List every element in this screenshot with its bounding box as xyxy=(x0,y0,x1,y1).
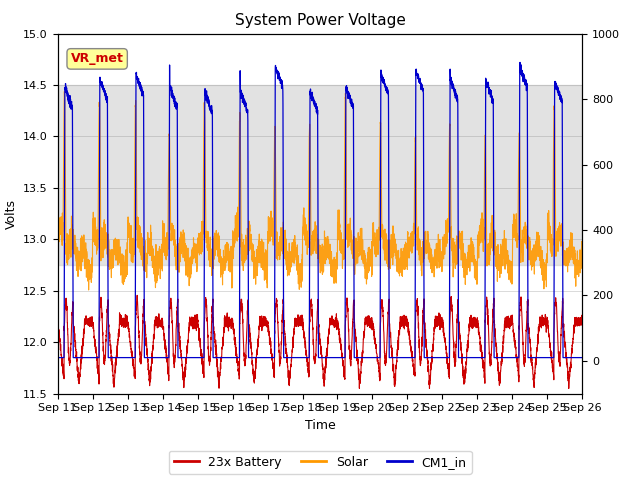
Legend: 23x Battery, Solar, CM1_in: 23x Battery, Solar, CM1_in xyxy=(168,451,472,474)
Title: System Power Voltage: System Power Voltage xyxy=(235,13,405,28)
Text: VR_met: VR_met xyxy=(70,52,124,65)
Bar xyxy=(58,85,582,265)
Y-axis label: Volts: Volts xyxy=(4,199,17,228)
X-axis label: Time: Time xyxy=(305,419,335,432)
